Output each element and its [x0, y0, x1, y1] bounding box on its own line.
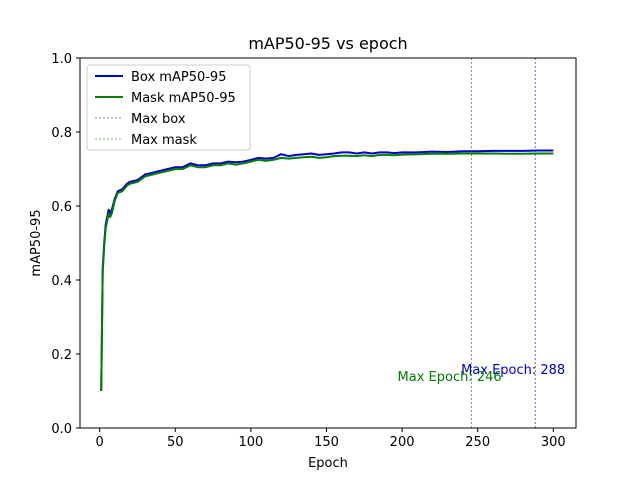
y-axis-label: mAP50-95 [29, 209, 44, 276]
x-tick-label: 200 [390, 435, 415, 450]
x-axis-label: Epoch [308, 456, 348, 471]
max-lines [471, 58, 536, 428]
legend-box [86, 64, 251, 151]
legend-label-max-box: Max box [131, 112, 186, 127]
series-line-1 [100, 152, 554, 392]
y-tick-label: 0.8 [51, 126, 72, 141]
x-tick-label: 300 [541, 435, 566, 450]
x-tick-label: 50 [167, 435, 184, 450]
legend-label-mask: Mask mAP50-95 [131, 91, 236, 106]
y-tick-label: 0.4 [51, 274, 72, 289]
plot-frame [79, 57, 577, 429]
chart-title: mAP50-95 vs epoch [248, 34, 407, 53]
x-axis-ticks: 0 50 100 150 200 250 300 [96, 428, 566, 450]
y-tick-label: 0.0 [51, 422, 72, 437]
y-tick-label: 0.2 [51, 348, 72, 363]
y-axis-ticks: 0.0 0.2 0.4 0.6 0.8 1.0 [51, 52, 80, 437]
legend-label-max-mask: Max mask [131, 133, 197, 148]
x-tick-label: 100 [238, 435, 263, 450]
y-tick-label: 0.6 [51, 200, 72, 215]
plot-lines [100, 149, 554, 392]
x-tick-label: 150 [314, 435, 339, 450]
legend-label-box: Box mAP50-95 [131, 70, 226, 85]
x-tick-label: 250 [465, 435, 490, 450]
legend: Box mAP50-95 Mask mAP50-95 Max box Max m… [86, 64, 251, 151]
x-tick-label: 0 [96, 435, 104, 450]
annotation-text-1: Max Epoch: 246 [398, 370, 502, 385]
series-line-0 [100, 149, 554, 392]
annotation-text-0: Max Epoch: 288 [461, 363, 565, 378]
y-tick-label: 1.0 [51, 52, 72, 67]
